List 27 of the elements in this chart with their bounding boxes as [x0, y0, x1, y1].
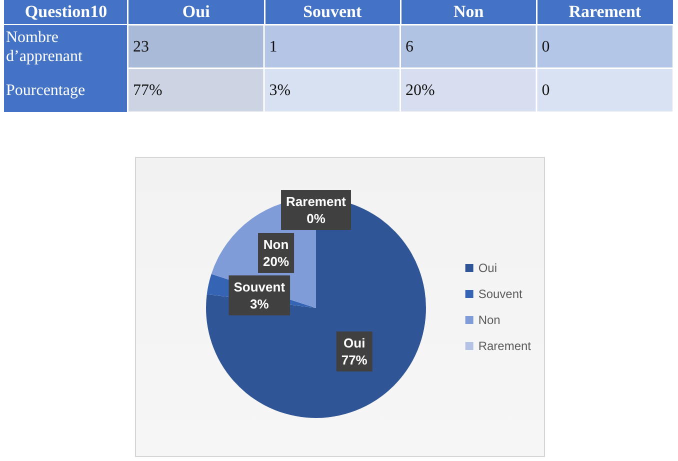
- x-tick-label: Souvent: [303, 2, 362, 21]
- legend-label: Rarement: [478, 339, 532, 353]
- legend-label: Oui: [478, 261, 497, 275]
- x-tick-label: Non: [454, 2, 484, 21]
- data-label: 0: [542, 38, 550, 56]
- slice-label: Non: [263, 236, 289, 252]
- category-label: Rarement: [286, 194, 346, 209]
- data-label: 23: [133, 38, 149, 56]
- slice-label: Oui: [344, 336, 366, 351]
- x-tick-label: Oui: [182, 2, 210, 21]
- data-label: 20%: [263, 254, 290, 269]
- data-label: 1: [269, 38, 278, 56]
- legend-label: Non: [478, 313, 500, 327]
- y-tick-label: Nombre d’apprenant: [6, 28, 83, 65]
- data-label: 20%: [406, 82, 435, 99]
- y-tick-label: Pourcentage: [6, 82, 86, 99]
- data-label: 3%: [269, 82, 291, 99]
- data-label: 3%: [250, 296, 270, 312]
- x-tick-label: Rarement: [568, 2, 642, 21]
- data-label: 77%: [133, 82, 162, 99]
- chart-title: Question10: [24, 2, 108, 21]
- text: 0%: [306, 211, 326, 226]
- data-label: 0: [542, 82, 550, 99]
- data-label: 77%: [341, 352, 368, 368]
- legend-label: Souvent: [478, 287, 524, 301]
- data-label: 6: [406, 38, 414, 56]
- slice-label: Souvent: [234, 279, 286, 294]
